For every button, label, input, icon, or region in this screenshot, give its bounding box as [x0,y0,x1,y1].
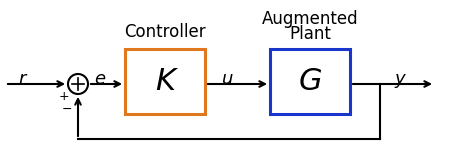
Text: r: r [18,70,26,88]
Text: G: G [298,67,322,96]
Text: Plant: Plant [289,25,331,43]
Text: K: K [155,67,175,96]
Text: y: y [395,70,405,88]
Text: −: − [62,103,72,116]
Text: e: e [94,70,106,88]
Text: Augmented: Augmented [262,10,358,28]
Text: u: u [222,70,234,88]
Text: Controller: Controller [124,23,206,41]
Bar [125,49,205,114]
Text: +: + [58,91,69,104]
Bar [270,49,350,114]
